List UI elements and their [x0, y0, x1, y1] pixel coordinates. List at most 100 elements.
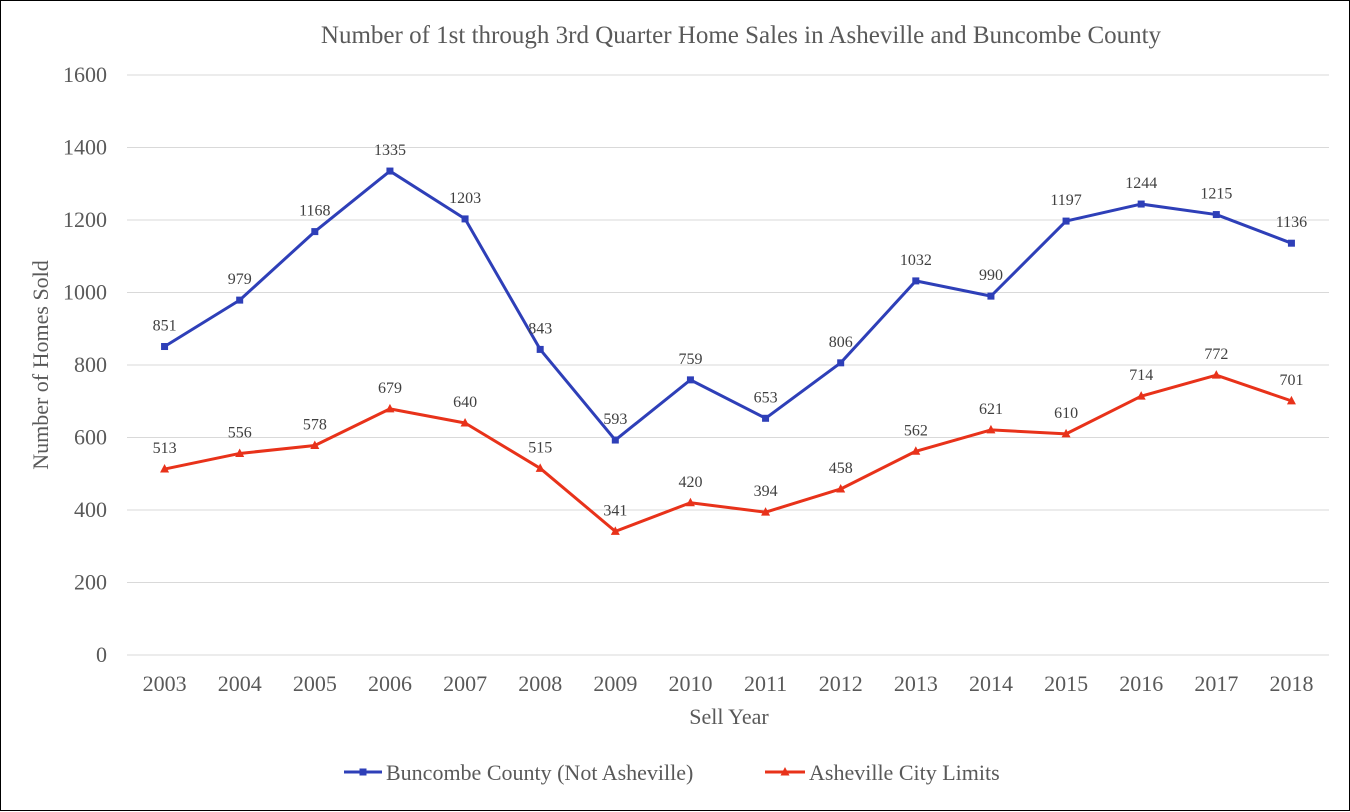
data-label: 556: [228, 424, 252, 441]
data-label: 653: [754, 389, 778, 406]
data-point-marker: [685, 497, 695, 507]
data-label: 1335: [374, 142, 406, 159]
x-tick-label: 2011: [744, 671, 787, 696]
data-label: 679: [378, 380, 402, 397]
data-point-marker: [1286, 395, 1296, 405]
x-tick-label: 2008: [518, 671, 562, 696]
data-label: 843: [528, 320, 552, 337]
data-point-marker: [1137, 200, 1145, 208]
x-tick-label: 2017: [1194, 671, 1238, 696]
y-tick-label: 1600: [63, 62, 107, 87]
data-label: 701: [1279, 372, 1303, 389]
x-tick-label: 2014: [969, 671, 1013, 696]
y-tick-label: 600: [74, 425, 107, 450]
y-tick-label: 400: [74, 497, 107, 522]
x-tick-label: 2018: [1269, 671, 1313, 696]
legend-label: Buncombe County (Not Asheville): [386, 760, 693, 785]
data-label: 714: [1129, 367, 1153, 384]
data-label: 772: [1204, 346, 1228, 363]
gridlines: [127, 74, 1329, 656]
data-point-marker: [386, 167, 394, 175]
data-point-marker: [837, 359, 845, 367]
data-label: 990: [979, 267, 1003, 284]
data-point-marker: [1212, 211, 1220, 219]
x-tick-label: 2015: [1044, 671, 1088, 696]
data-label: 610: [1054, 405, 1078, 422]
data-label: 562: [904, 422, 928, 439]
data-label: 979: [228, 271, 252, 288]
data-point-marker: [1061, 428, 1071, 438]
data-point-marker: [686, 376, 694, 384]
data-label: 1168: [299, 203, 330, 220]
data-point-marker: [385, 403, 395, 413]
legend-item-1: Buncombe County (Not Asheville): [344, 760, 693, 785]
legend-swatch-marker: [359, 768, 367, 776]
data-point-marker: [762, 414, 770, 422]
series-2: 513 556 578 679 640 515 341 420 394 458 562 621 610 7…: [153, 346, 1303, 535]
x-axis-label: Sell Year: [689, 704, 769, 729]
data-point-marker: [1062, 217, 1070, 225]
x-tick-label: 2013: [894, 671, 938, 696]
data-point-marker: [536, 345, 544, 353]
data-label: 1197: [1050, 192, 1081, 209]
data-point-marker: [461, 215, 469, 223]
data-point-marker: [987, 292, 995, 300]
y-axis-ticks: 0 200 400 600 800 1000 1200 1400 1600: [63, 62, 107, 667]
x-axis-ticks: 2003 2004 2005 2006 2007 2008 2009 2010 2011 2012…: [143, 671, 1314, 696]
data-point-marker: [160, 464, 170, 473]
series-line: [164, 373, 1292, 533]
legend-label: Asheville City Limits: [809, 760, 1000, 785]
data-point-marker: [460, 418, 470, 427]
data-label: 458: [829, 460, 853, 477]
data-label: 640: [453, 394, 477, 411]
data-label: 515: [528, 439, 552, 456]
data-point-marker: [911, 446, 921, 455]
data-label: 420: [678, 474, 702, 491]
y-tick-label: 0: [96, 642, 107, 667]
data-point-marker: [236, 296, 244, 304]
data-label: 621: [979, 401, 1003, 418]
data-label: 1215: [1200, 186, 1232, 203]
x-tick-label: 2005: [293, 671, 337, 696]
data-point-marker: [161, 343, 169, 351]
data-point-marker: [610, 526, 620, 535]
data-label: 341: [603, 502, 627, 519]
data-point-marker: [761, 507, 771, 516]
y-tick-label: 1000: [63, 280, 107, 305]
data-point-marker: [611, 436, 619, 444]
data-label: 1032: [900, 252, 932, 269]
data-label: 1203: [449, 190, 481, 207]
data-point-marker: [912, 277, 920, 285]
data-point-marker: [535, 463, 545, 472]
legend-swatch-marker: [780, 767, 790, 776]
x-tick-label: 2006: [368, 671, 412, 696]
data-label: 806: [829, 334, 853, 351]
data-label: 394: [754, 483, 778, 500]
y-tick-label: 200: [74, 570, 107, 595]
data-point-marker: [311, 228, 319, 236]
data-label: 593: [603, 411, 627, 428]
y-tick-label: 800: [74, 352, 107, 377]
data-point-marker: [1287, 239, 1295, 247]
series-line: [163, 169, 1292, 442]
data-label: 1244: [1125, 175, 1157, 192]
x-tick-label: 2009: [593, 671, 637, 696]
y-axis-label: Number of Homes Sold: [28, 260, 53, 470]
data-point-marker: [310, 440, 320, 449]
data-point-marker: [1136, 391, 1146, 400]
x-tick-label: 2007: [443, 671, 487, 696]
data-label: 1136: [1276, 214, 1307, 231]
legend-item-2: Asheville City Limits: [765, 760, 1000, 785]
chart-title: Number of 1st through 3rd Quarter Home S…: [321, 22, 1162, 49]
y-tick-label: 1400: [63, 135, 107, 160]
data-label: 578: [303, 416, 327, 433]
data-label: 513: [153, 440, 177, 457]
x-tick-label: 2004: [218, 671, 262, 696]
x-tick-label: 2003: [143, 671, 187, 696]
legend: Buncombe County (Not Asheville) Asheville…: [344, 760, 1000, 785]
series-layer: 851 979 1168 1335 1203 843 593 759 653 806 1032 990…: [153, 142, 1307, 535]
series-1: 851 979 1168 1335 1203 843 593 759 653 806 1032 990…: [153, 142, 1307, 444]
x-tick-label: 2010: [668, 671, 712, 696]
